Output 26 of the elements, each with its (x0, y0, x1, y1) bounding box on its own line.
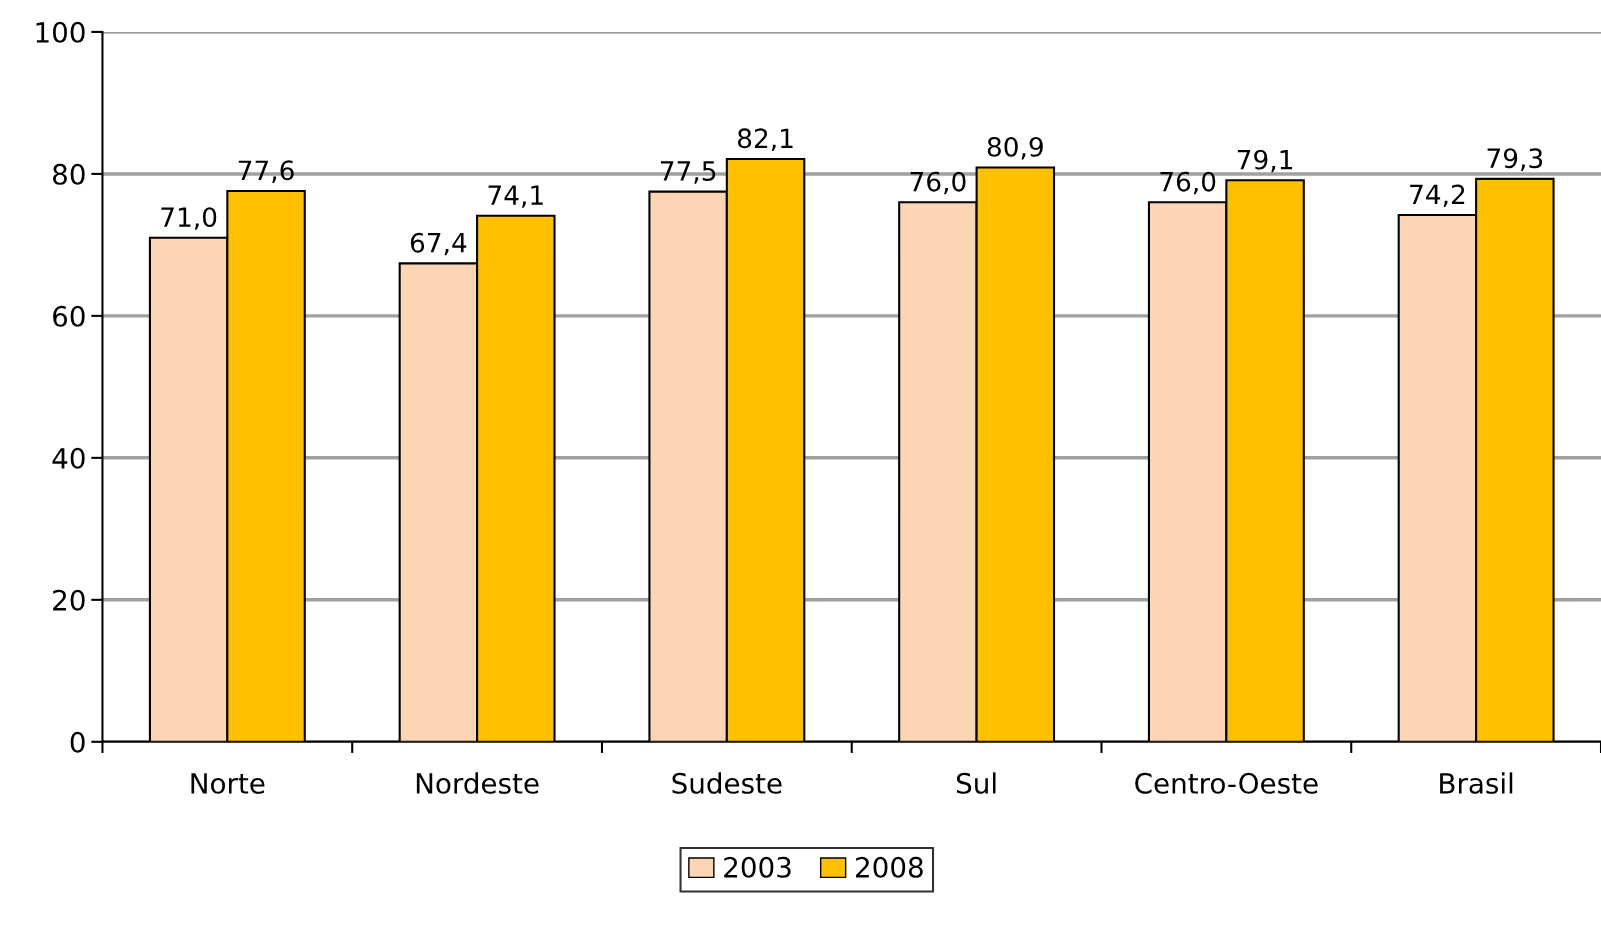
y-tick-label: 20 (53, 589, 85, 611)
y-tick-label: 80 (53, 163, 85, 185)
x-tick-label: Norte (191, 773, 265, 794)
x-tick-label: Brasil (1440, 772, 1513, 794)
legend-label: 2003 (724, 856, 791, 878)
x-tick-label: Sudeste (672, 772, 782, 794)
legend-label: 2008 (856, 856, 923, 878)
data-label: 76,0 (910, 171, 966, 195)
data-label: 67,4 (410, 232, 467, 256)
data-label: 77,6 (238, 160, 294, 183)
data-label: 76,0 (1160, 171, 1216, 195)
y-tick-label: 60 (53, 305, 85, 327)
x-tick-label: Nordeste (416, 772, 539, 794)
data-label: 71,0 (161, 207, 217, 230)
data-label: 80,9 (987, 136, 1043, 160)
data-label: 74,1 (488, 185, 543, 208)
data-label: 79,1 (1237, 149, 1293, 173)
y-tick-label: 0 (70, 731, 85, 753)
x-tick-label: Centro-Oeste (1135, 772, 1318, 794)
data-label: 74,2 (1410, 184, 1465, 208)
data-label: 79,3 (1487, 148, 1543, 171)
x-tick-label: Sul (956, 772, 996, 794)
data-label: 82,1 (737, 128, 793, 152)
y-tick-label: 100 (36, 21, 85, 43)
y-tick-label: 40 (52, 447, 85, 469)
data-label: 77,5 (660, 161, 716, 184)
